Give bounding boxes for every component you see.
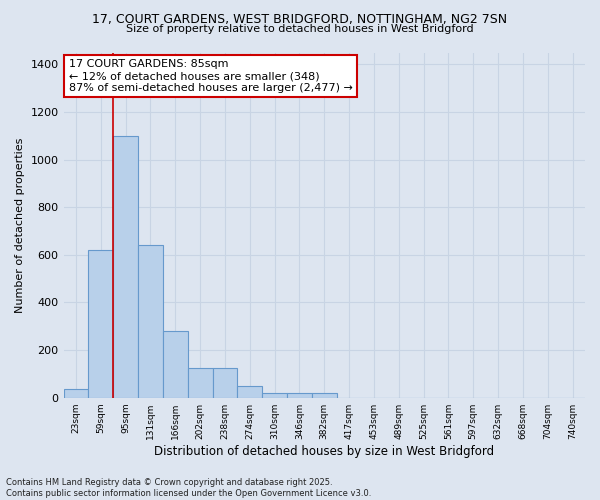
Bar [238,386,262,398]
Bar [64,390,88,398]
Bar [88,250,113,398]
Bar [113,136,138,398]
Text: Contains HM Land Registry data © Crown copyright and database right 2025.
Contai: Contains HM Land Registry data © Crown c… [6,478,371,498]
Bar [138,246,163,398]
Bar [163,331,188,398]
Bar [312,393,337,398]
Bar [212,368,238,398]
Bar [188,368,212,398]
Y-axis label: Number of detached properties: Number of detached properties [15,138,25,313]
Text: Size of property relative to detached houses in West Bridgford: Size of property relative to detached ho… [126,24,474,34]
Text: 17, COURT GARDENS, WEST BRIDGFORD, NOTTINGHAM, NG2 7SN: 17, COURT GARDENS, WEST BRIDGFORD, NOTTI… [92,12,508,26]
Bar [287,393,312,398]
Bar [262,393,287,398]
X-axis label: Distribution of detached houses by size in West Bridgford: Distribution of detached houses by size … [154,444,494,458]
Text: 17 COURT GARDENS: 85sqm
← 12% of detached houses are smaller (348)
87% of semi-d: 17 COURT GARDENS: 85sqm ← 12% of detache… [69,60,353,92]
